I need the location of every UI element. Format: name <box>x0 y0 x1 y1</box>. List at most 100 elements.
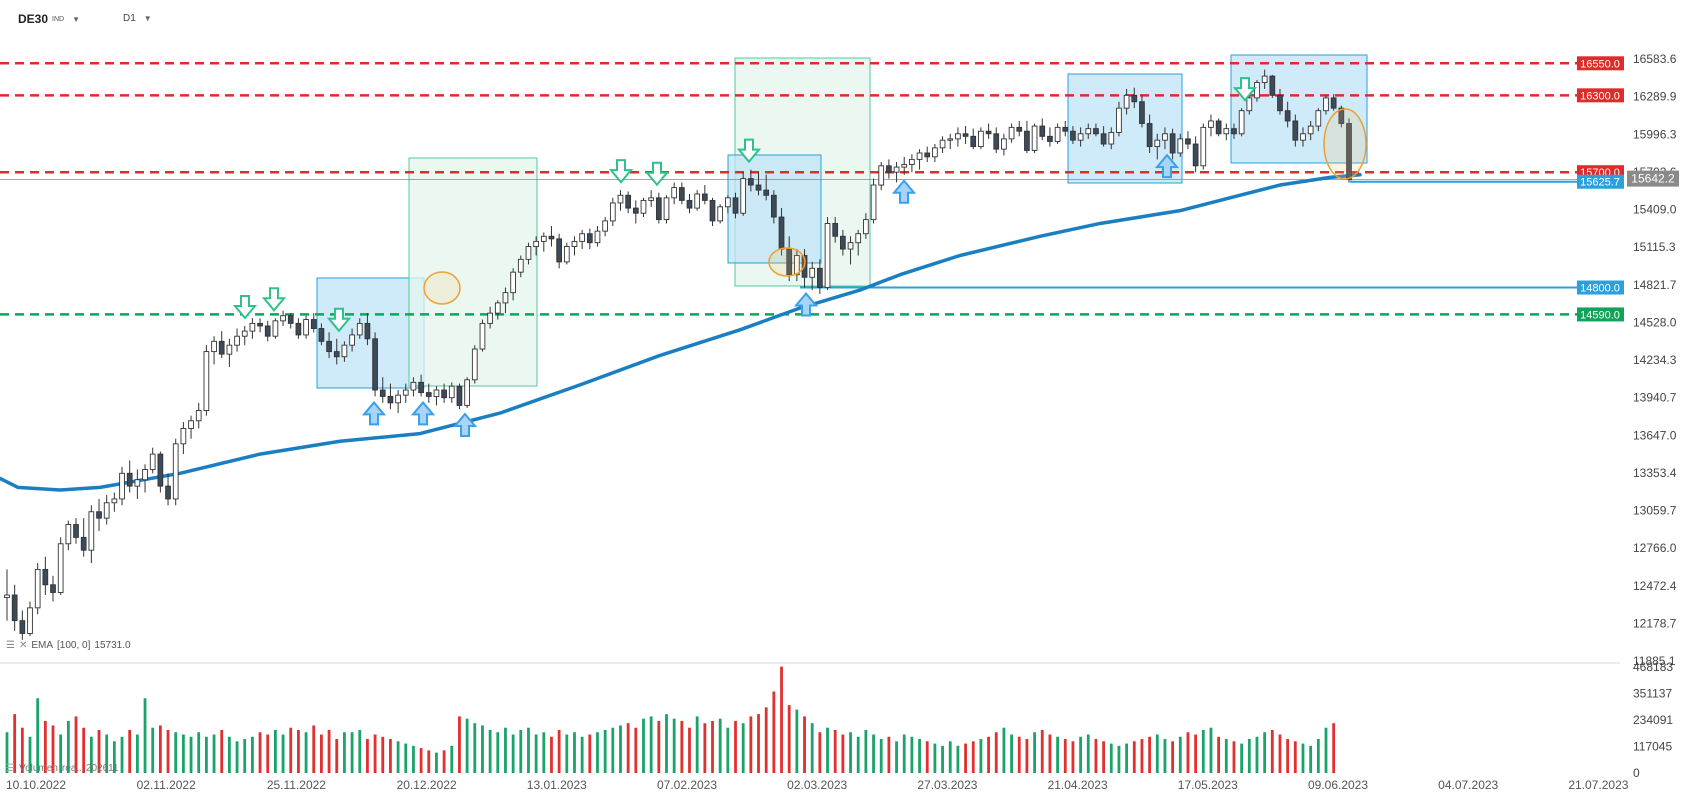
candle-body <box>379 389 386 397</box>
level-tag-label: 14590.0 <box>1580 309 1620 321</box>
volume-bar <box>1148 736 1152 773</box>
level-tag-label: 14800.0 <box>1580 283 1620 295</box>
volume-bar <box>642 718 645 773</box>
list-icon[interactable]: ☰ <box>6 640 15 651</box>
candle-body <box>1024 130 1030 151</box>
candle-body <box>602 220 608 232</box>
volume-bar <box>1201 729 1205 773</box>
volume-tick: 234091 <box>1633 713 1673 727</box>
candle-body <box>947 138 954 141</box>
volume-bar <box>1247 739 1251 773</box>
symbol-selector[interactable]: DE30 IND ▼ <box>18 12 80 26</box>
volume-bar <box>112 741 116 773</box>
candle-body <box>1108 132 1115 145</box>
ema-name: EMA <box>31 640 54 651</box>
list-icon[interactable]: ☰ <box>6 763 15 774</box>
volume-bar <box>36 698 40 773</box>
ema-legend[interactable]: ☰ ✕ EMA [100, 0] 15731.0 <box>6 640 131 651</box>
candle-body <box>211 340 217 353</box>
volume-bar <box>427 750 431 773</box>
candle-body <box>73 524 79 538</box>
candle-body <box>172 443 179 500</box>
candle-body <box>686 199 693 209</box>
volume-bar <box>764 707 768 773</box>
volume-bar <box>1117 745 1121 773</box>
volume-bar <box>780 666 783 773</box>
volume-bar <box>833 729 837 773</box>
candle-body <box>1254 82 1260 99</box>
current-price-label: 15642.2 <box>1631 172 1675 186</box>
candle-body <box>372 338 378 391</box>
volume-name: Volumen <box>18 763 58 774</box>
volume-bar <box>887 736 891 773</box>
volume-bar <box>204 736 208 773</box>
candle-body <box>471 348 478 381</box>
volume-bar <box>435 752 438 773</box>
candle-body <box>809 267 816 278</box>
candle-body <box>609 202 616 222</box>
volume-bar <box>948 741 952 773</box>
candle-body <box>1100 133 1107 145</box>
volume-bar <box>220 729 224 773</box>
level-tag <box>1577 56 1624 71</box>
volume-bar <box>389 739 392 773</box>
zone-box <box>316 277 425 389</box>
date-axis: 10.10.2022 02.11.2022 25.11.2022 20.12.2022… <box>6 778 1629 792</box>
volume-bar <box>1048 734 1052 773</box>
volume-bar <box>818 732 822 773</box>
volume-bar <box>1255 736 1259 773</box>
candle-body <box>502 292 509 304</box>
candle-body <box>563 246 570 263</box>
volume-bar <box>197 732 201 773</box>
price-tick: 15115.3 <box>1633 240 1676 254</box>
candle-body <box>1323 97 1329 112</box>
candle-body <box>111 498 118 504</box>
volume-bar <box>803 716 806 773</box>
candle-body <box>341 344 348 358</box>
candle-body <box>763 189 770 196</box>
candle-body <box>970 135 977 148</box>
volume-bar <box>971 741 975 773</box>
volume-bar <box>1056 736 1059 773</box>
volume-bar <box>1240 743 1244 773</box>
candle-body <box>448 385 455 399</box>
candle-body <box>349 334 355 346</box>
highlight-ellipse <box>423 271 461 305</box>
close-icon[interactable]: ✕ <box>18 640 28 651</box>
candle-body <box>717 206 724 222</box>
volume-bar <box>419 748 423 773</box>
volume-tick: 117045 <box>1633 740 1672 754</box>
candle-body <box>88 511 95 551</box>
candle-body <box>1093 128 1099 135</box>
candle-body <box>1246 97 1253 112</box>
candle-body <box>1116 107 1122 133</box>
up-arrow-icon <box>1154 153 1180 179</box>
candle-body <box>402 389 409 396</box>
candle-body <box>126 472 133 487</box>
candle-body <box>594 230 601 244</box>
date-tick: 27.03.2023 <box>917 778 977 792</box>
volume-value: 202611 <box>85 763 119 774</box>
volume-bar <box>1232 741 1236 773</box>
symbol-name: DE30 <box>18 12 49 26</box>
candle-body <box>993 133 1000 150</box>
candle-body <box>794 255 800 276</box>
candle-body <box>648 197 655 201</box>
volume-bar <box>381 736 385 773</box>
volume-bar <box>1186 732 1190 773</box>
candle-body <box>771 194 777 218</box>
volume-bar <box>504 727 507 773</box>
up-arrow-icon <box>410 400 436 426</box>
date-tick: 21.07.2023 <box>1568 778 1628 792</box>
volume-bar <box>534 734 538 773</box>
price-tick: 15409.0 <box>1633 203 1677 217</box>
volume-legend[interactable]: ☰ Volumen rea.. 202611 <box>6 763 119 774</box>
volume-bar <box>1286 739 1290 773</box>
timeframe-selector[interactable]: D1 ▼ <box>123 13 152 24</box>
volume-bar <box>59 734 63 773</box>
candle-body <box>34 568 41 609</box>
candle-body <box>571 240 578 247</box>
volume-bar <box>74 716 78 773</box>
date-tick: 09.06.2023 <box>1308 778 1368 792</box>
